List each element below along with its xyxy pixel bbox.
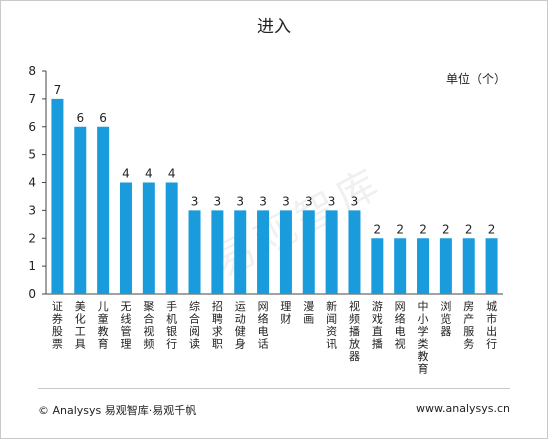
x-tick-label: 综合阅读 xyxy=(189,299,200,351)
bar-value-label: 6 xyxy=(76,111,84,125)
y-tick-label: 4 xyxy=(28,176,36,190)
x-tick-label: 儿童教育 xyxy=(98,300,109,351)
bar xyxy=(462,238,475,294)
x-tick-label: 无线管理 xyxy=(120,300,131,351)
x-tick-label: 漫画 xyxy=(303,299,314,326)
x-tick-label: 浏览器 xyxy=(440,299,451,338)
x-tick-label: 视频播放器 xyxy=(349,299,360,363)
x-tick-label: 中小学类教育 xyxy=(418,300,429,376)
x-tick-label: 招聘求职 xyxy=(212,299,223,351)
x-tick-label: 理财 xyxy=(280,300,291,326)
x-tick-label: 房产服务 xyxy=(463,300,474,351)
bar xyxy=(302,210,315,294)
x-tick-label: 网络电话 xyxy=(258,300,269,351)
bar xyxy=(348,210,361,294)
y-tick-label: 7 xyxy=(28,92,36,106)
footer-website: www.analysys.cn xyxy=(416,402,510,415)
bar xyxy=(485,238,498,294)
x-tick-label: 新闻资讯 xyxy=(326,299,337,351)
bar xyxy=(371,238,384,294)
bar-value-label: 4 xyxy=(122,167,130,181)
footer-copyright: © Analysys 易观智库·易观千帆 xyxy=(38,404,197,417)
bar xyxy=(234,210,247,294)
bar xyxy=(394,238,407,294)
x-tick-label: 证券股票 xyxy=(52,300,63,351)
y-tick-label: 5 xyxy=(28,148,36,162)
bar-value-label: 4 xyxy=(145,167,153,181)
bar-value-label: 3 xyxy=(351,194,359,208)
bar-value-label: 3 xyxy=(305,194,313,208)
y-tick-label: 6 xyxy=(28,120,36,134)
bar-value-label: 3 xyxy=(236,194,244,208)
y-tick-label: 2 xyxy=(28,231,36,245)
x-tick-label: 游戏直播 xyxy=(372,300,383,351)
bar xyxy=(188,210,201,294)
bar xyxy=(142,182,155,294)
bar-value-label: 3 xyxy=(328,194,336,208)
bar-value-label: 2 xyxy=(465,222,473,236)
bar xyxy=(279,210,292,294)
bar-value-label: 3 xyxy=(259,194,267,208)
y-tick-label: 3 xyxy=(28,203,36,217)
x-tick-label: 城市出行 xyxy=(486,300,497,351)
y-tick-label: 0 xyxy=(28,287,36,301)
bar-value-label: 2 xyxy=(442,222,450,236)
bar xyxy=(417,238,430,294)
bar xyxy=(325,210,338,294)
bar-value-label: 7 xyxy=(54,83,62,97)
x-tick-label: 聚合视频 xyxy=(143,300,154,351)
bar-value-label: 6 xyxy=(99,111,107,125)
bar xyxy=(119,182,132,294)
bar-value-label: 2 xyxy=(488,222,496,236)
chart-title: 进入 xyxy=(257,17,291,37)
bar xyxy=(165,182,178,294)
unit-label: 单位（个） xyxy=(446,72,507,86)
bar-value-label: 2 xyxy=(374,222,382,236)
bar-value-label: 3 xyxy=(191,194,199,208)
bar-value-label: 3 xyxy=(282,194,290,208)
footer-divider xyxy=(38,388,510,389)
bar xyxy=(97,126,110,294)
bar xyxy=(211,210,224,294)
x-tick-label: 运动健身 xyxy=(235,300,246,351)
bar-value-label: 3 xyxy=(214,194,222,208)
bar-value-label: 4 xyxy=(168,167,176,181)
x-tick-label: 网络电视 xyxy=(395,300,406,351)
y-tick-label: 1 xyxy=(28,259,36,273)
bar xyxy=(74,126,87,294)
x-tick-label: 手机银行 xyxy=(166,299,177,351)
y-tick-label: 8 xyxy=(28,64,36,78)
bar-value-label: 2 xyxy=(419,222,427,236)
bar xyxy=(439,238,452,294)
bar xyxy=(257,210,270,294)
bar xyxy=(51,98,64,294)
x-tick-label: 美化工具 xyxy=(75,300,86,351)
bar-value-label: 2 xyxy=(396,222,404,236)
